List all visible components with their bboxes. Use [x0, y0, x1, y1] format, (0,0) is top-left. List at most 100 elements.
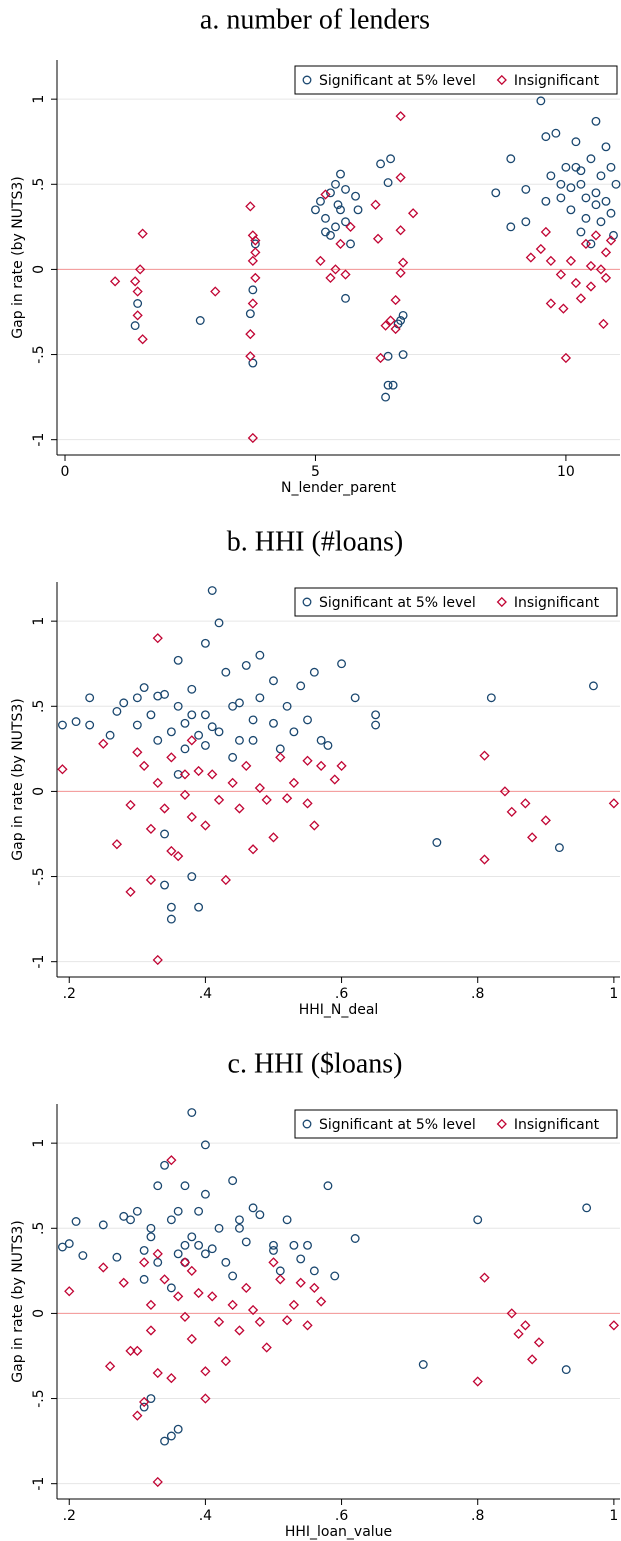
data-point [180, 718, 190, 728]
data-point [315, 255, 326, 267]
data-point [580, 238, 592, 249]
data-point [606, 208, 616, 218]
data-point [194, 1206, 204, 1216]
legend-marker [302, 75, 312, 85]
data-point [214, 618, 224, 628]
data-point [381, 392, 391, 402]
data-point [187, 710, 197, 720]
data-point [330, 1271, 340, 1281]
data-point [582, 1203, 592, 1213]
data-point [350, 1234, 360, 1243]
data-point [556, 179, 566, 189]
data-point [145, 823, 157, 834]
data-point [250, 235, 261, 246]
data-point [275, 752, 286, 763]
data-point [288, 777, 300, 789]
data-point [213, 1316, 225, 1328]
data-point [160, 1436, 170, 1446]
data-point [207, 1291, 218, 1302]
legend-marker [302, 1119, 312, 1129]
data-point [545, 255, 556, 267]
x-tick-label: .2 [63, 986, 76, 1002]
data-point [241, 1237, 251, 1247]
data-point [98, 738, 109, 749]
data-point [130, 321, 140, 331]
data-point [386, 154, 396, 164]
data-point [104, 1361, 116, 1372]
data-point [527, 1354, 538, 1365]
data-point [321, 227, 330, 237]
data-point [152, 777, 163, 789]
data-point [166, 752, 177, 763]
data-point [133, 299, 143, 308]
data-point [341, 184, 350, 194]
y-tick-label: 0 [31, 265, 47, 274]
x-tick-label: .4 [199, 986, 212, 1002]
data-point [159, 1274, 170, 1285]
data-point [472, 1376, 483, 1387]
data-point [78, 1251, 88, 1260]
data-point [336, 169, 345, 179]
data-point [337, 659, 347, 669]
data-point [397, 257, 409, 268]
data-point [228, 1271, 238, 1281]
data-point [383, 351, 393, 361]
y-tick-label: .5 [31, 700, 47, 713]
data-point [166, 1431, 176, 1441]
data-point [408, 208, 419, 219]
data-point [145, 1299, 157, 1311]
data-point [221, 1257, 231, 1267]
data-point [179, 789, 191, 800]
data-point [200, 1249, 210, 1259]
data-point [221, 667, 231, 677]
y-tick-label: 1 [31, 1139, 47, 1148]
legend-marker [496, 74, 507, 86]
chart-title: b. HHI (#loans) [227, 526, 404, 557]
data-point [353, 205, 363, 215]
data-point [245, 309, 255, 319]
data-point [173, 850, 184, 862]
data-point [247, 255, 258, 267]
data-point [228, 752, 238, 762]
y-tick-label: -.5 [31, 345, 47, 363]
data-point [302, 1320, 313, 1331]
data-point [335, 238, 346, 249]
data-point [473, 1215, 483, 1225]
data-point [527, 832, 538, 843]
data-point [186, 811, 197, 823]
data-point [296, 681, 306, 691]
data-point [173, 655, 183, 665]
data-point [160, 1160, 170, 1170]
data-point [152, 1248, 163, 1259]
data-point [173, 1291, 184, 1302]
data-point [152, 954, 163, 966]
data-point [220, 874, 231, 886]
data-point [98, 1262, 109, 1273]
y-tick-label: -1 [31, 1477, 47, 1491]
data-point [112, 1252, 122, 1262]
data-point [248, 715, 258, 725]
data-point [180, 1240, 190, 1250]
data-point [153, 735, 163, 745]
data-point [600, 247, 612, 258]
data-point [376, 159, 386, 169]
data-point [520, 798, 531, 809]
x-tick-label: .4 [199, 1508, 212, 1524]
data-point [180, 744, 190, 754]
data-point [245, 201, 256, 212]
data-point [207, 586, 217, 595]
x-tick-label: 1 [609, 986, 618, 1002]
x-axis-label: N_lender_parent [281, 480, 397, 496]
legend-label: Insignificant [514, 1117, 600, 1133]
data-point [331, 179, 340, 189]
data-point [570, 277, 582, 289]
data-point [395, 267, 406, 278]
data-point [245, 328, 256, 340]
data-point [125, 886, 136, 897]
data-point [250, 272, 261, 284]
data-point [586, 154, 596, 164]
data-point [245, 351, 256, 362]
data-point [166, 1155, 177, 1166]
data-point [173, 769, 183, 779]
data-point [600, 272, 612, 284]
